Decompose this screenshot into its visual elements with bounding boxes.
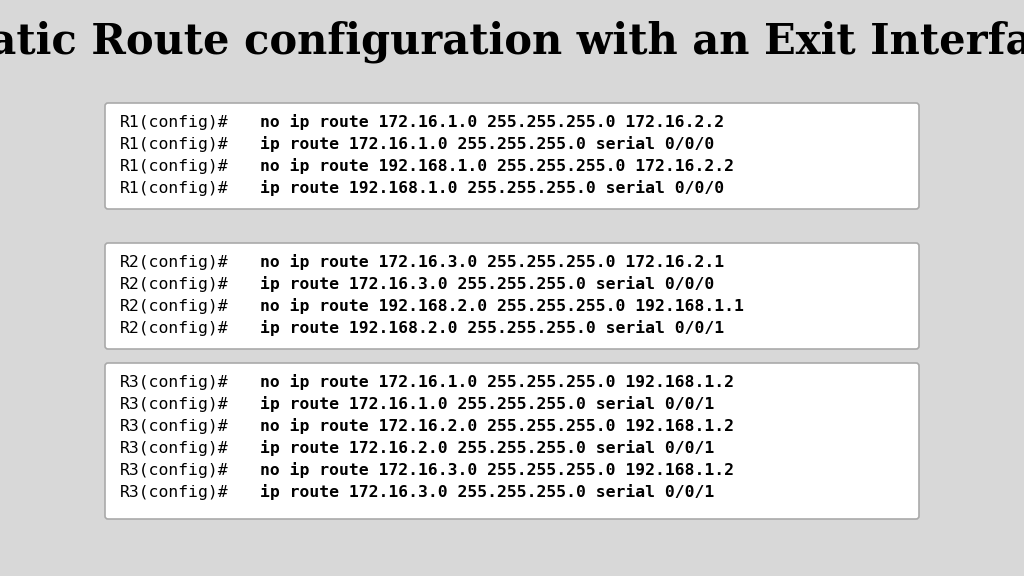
Text: R1(config)#: R1(config)# (120, 115, 228, 130)
Text: R3(config)#: R3(config)# (120, 484, 228, 499)
Text: R1(config)#: R1(config)# (120, 137, 228, 151)
Text: R2(config)#: R2(config)# (120, 298, 228, 313)
Text: no ip route 172.16.2.0 255.255.255.0 192.168.1.2: no ip route 172.16.2.0 255.255.255.0 192… (260, 418, 734, 434)
FancyBboxPatch shape (105, 243, 919, 349)
Text: ip route 192.168.1.0 255.255.255.0 serial 0/0/0: ip route 192.168.1.0 255.255.255.0 seria… (260, 180, 724, 196)
FancyBboxPatch shape (105, 103, 919, 209)
Text: R3(config)#: R3(config)# (120, 463, 228, 478)
Text: R3(config)#: R3(config)# (120, 396, 228, 411)
Text: no ip route 192.168.2.0 255.255.255.0 192.168.1.1: no ip route 192.168.2.0 255.255.255.0 19… (260, 298, 744, 314)
Text: ip route 192.168.2.0 255.255.255.0 serial 0/0/1: ip route 192.168.2.0 255.255.255.0 seria… (260, 320, 724, 336)
Text: no ip route 172.16.1.0 255.255.255.0 192.168.1.2: no ip route 172.16.1.0 255.255.255.0 192… (260, 374, 734, 390)
Text: R2(config)#: R2(config)# (120, 276, 228, 291)
Text: R2(config)#: R2(config)# (120, 320, 228, 335)
Text: no ip route 192.168.1.0 255.255.255.0 172.16.2.2: no ip route 192.168.1.0 255.255.255.0 17… (260, 158, 734, 174)
Text: ip route 172.16.2.0 255.255.255.0 serial 0/0/1: ip route 172.16.2.0 255.255.255.0 serial… (260, 440, 715, 456)
FancyBboxPatch shape (105, 363, 919, 519)
Text: R2(config)#: R2(config)# (120, 255, 228, 270)
Text: no ip route 172.16.3.0 255.255.255.0 172.16.2.1: no ip route 172.16.3.0 255.255.255.0 172… (260, 254, 724, 270)
Text: R1(config)#: R1(config)# (120, 158, 228, 173)
Text: no ip route 172.16.3.0 255.255.255.0 192.168.1.2: no ip route 172.16.3.0 255.255.255.0 192… (260, 462, 734, 478)
Text: Static Route configuration with an Exit Interface: Static Route configuration with an Exit … (0, 21, 1024, 63)
Text: R3(config)#: R3(config)# (120, 419, 228, 434)
Text: no ip route 172.16.1.0 255.255.255.0 172.16.2.2: no ip route 172.16.1.0 255.255.255.0 172… (260, 114, 724, 130)
Text: ip route 172.16.1.0 255.255.255.0 serial 0/0/0: ip route 172.16.1.0 255.255.255.0 serial… (260, 136, 715, 152)
Text: ip route 172.16.3.0 255.255.255.0 serial 0/0/0: ip route 172.16.3.0 255.255.255.0 serial… (260, 276, 715, 292)
Text: R1(config)#: R1(config)# (120, 180, 228, 195)
Text: R3(config)#: R3(config)# (120, 441, 228, 456)
Text: R3(config)#: R3(config)# (120, 374, 228, 389)
Text: ip route 172.16.1.0 255.255.255.0 serial 0/0/1: ip route 172.16.1.0 255.255.255.0 serial… (260, 396, 715, 412)
Text: ip route 172.16.3.0 255.255.255.0 serial 0/0/1: ip route 172.16.3.0 255.255.255.0 serial… (260, 484, 715, 500)
